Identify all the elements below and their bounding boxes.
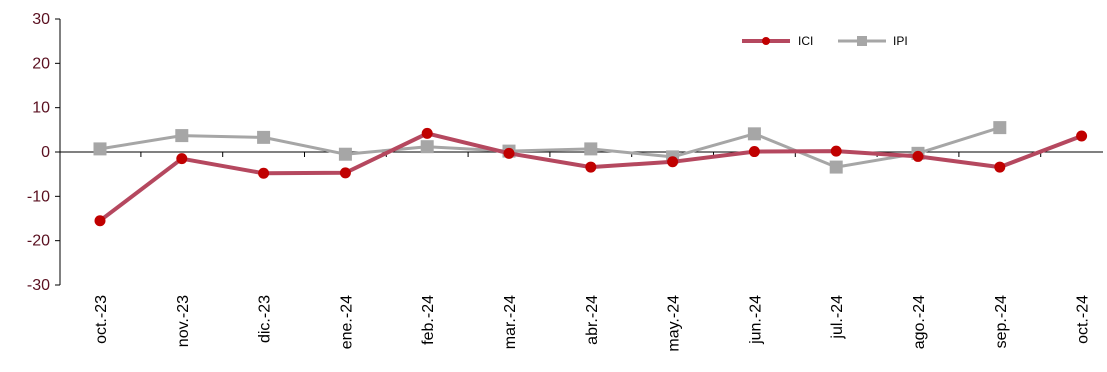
data-point-ici [339,167,351,179]
legend-marker-ipi [857,36,867,46]
x-tick-label: ene.-24 [338,295,355,349]
series-layer [93,121,1088,227]
y-tick-label: 20 [32,55,50,72]
x-tick-label: jul.-24 [829,295,846,340]
legend: ICI IPI [742,34,908,48]
legend-label-ici: ICI [798,34,813,48]
data-point-ici [94,215,106,227]
x-tick-label: jun.-24 [747,295,764,345]
data-point-ipi [93,142,107,156]
y-tick-label: 30 [32,11,50,28]
y-tick-label: -30 [27,277,50,294]
data-point-ici [994,161,1006,173]
legend-marker-ici [762,37,770,45]
data-point-ipi [584,142,598,156]
data-point-ipi [420,140,434,154]
data-point-ici [830,145,842,157]
y-tick-label: -10 [27,188,50,205]
data-point-ipi [338,147,352,161]
x-tick-label: abr.-24 [584,295,601,345]
x-tick-label: may.-24 [666,295,683,352]
x-tick-label: oct.-24 [1075,295,1092,344]
data-point-ici [1076,130,1088,142]
data-point-ici [258,167,270,179]
x-tick-label: dic.-23 [257,295,274,343]
data-point-ici [667,156,679,168]
data-point-ici [176,153,188,165]
data-point-ipi [257,130,271,144]
axes: 30 20 10 0 -10 -20 -30 oct.-23 nov.-23 dic.-23 ene… [27,11,1103,352]
x-tick-label: oct.-23 [93,295,110,344]
x-tick-label: sep.-24 [993,295,1010,348]
x-tick-label: nov.-23 [175,295,192,347]
y-tick-label: -20 [27,233,50,250]
data-point-ipi [993,121,1007,135]
data-point-ici [585,161,597,173]
y-tick-label: 0 [41,144,50,161]
data-point-ici [912,150,924,162]
data-point-ici [748,146,760,158]
x-tick-label: feb.-24 [420,295,437,345]
series-line-ipi [99,126,1001,169]
series-ici [94,127,1088,227]
data-point-ipi [747,127,761,141]
legend-label-ipi: IPI [893,34,908,48]
x-tick-label: ago.-24 [911,295,928,349]
data-point-ici [421,127,433,139]
data-point-ici [503,147,515,159]
x-tick-label: mar.-24 [502,295,519,349]
data-point-ipi [829,160,843,174]
y-tick-label: 10 [32,100,50,117]
data-point-ipi [175,129,189,143]
